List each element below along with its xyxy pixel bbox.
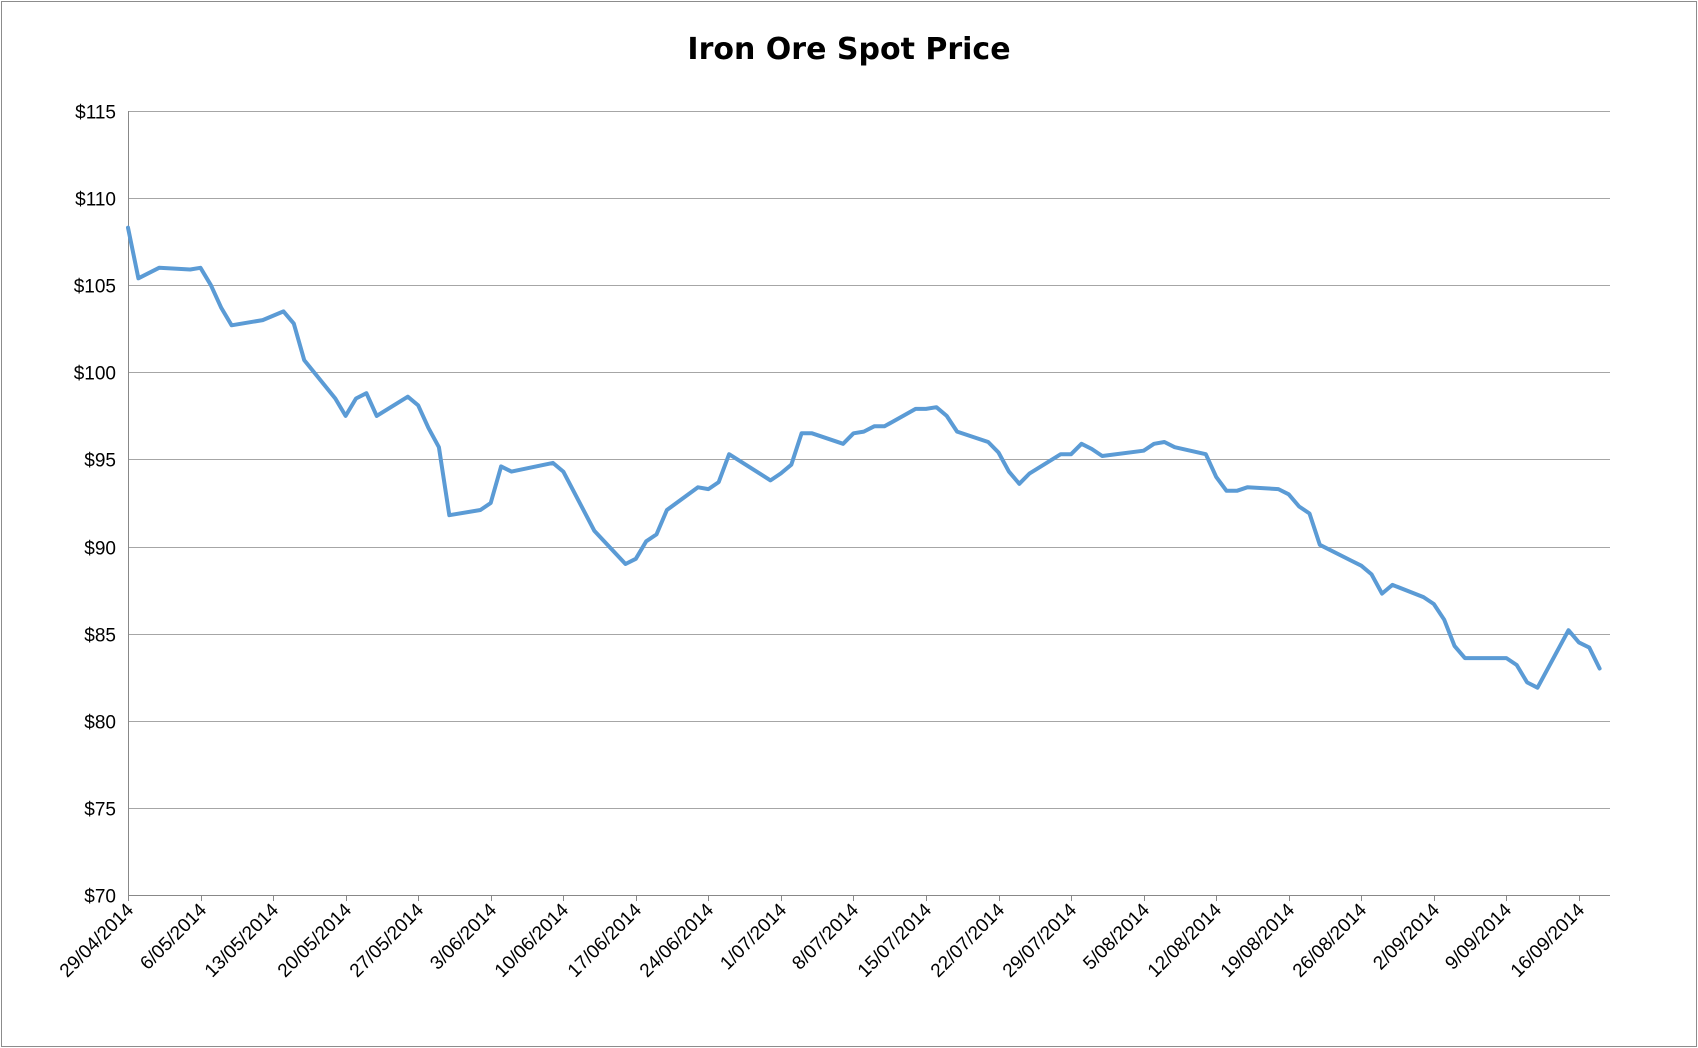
- y-tick-label: $75: [84, 800, 116, 821]
- y-tick-label: $105: [74, 277, 116, 298]
- y-axis-tick-labels: $115 $110 $105 $100 $95 $90 $85 $80 $75 $70: [74, 103, 116, 908]
- y-tick-label: $70: [84, 887, 116, 908]
- series-layer: [126, 225, 1602, 690]
- y-tick-label: $80: [84, 713, 116, 734]
- y-tick-label: $115: [75, 103, 116, 124]
- gridlines: [128, 111, 1610, 809]
- axes: [128, 111, 1610, 901]
- y-tick-label: $95: [84, 451, 116, 472]
- y-tick-label: $100: [74, 364, 116, 385]
- y-tick-label: $110: [75, 190, 116, 211]
- y-tick-label: $85: [84, 626, 116, 647]
- series-line: [126, 225, 1602, 690]
- y-tick-label: $90: [84, 539, 116, 560]
- chart-title: Iron Ore Spot Price: [687, 32, 1010, 67]
